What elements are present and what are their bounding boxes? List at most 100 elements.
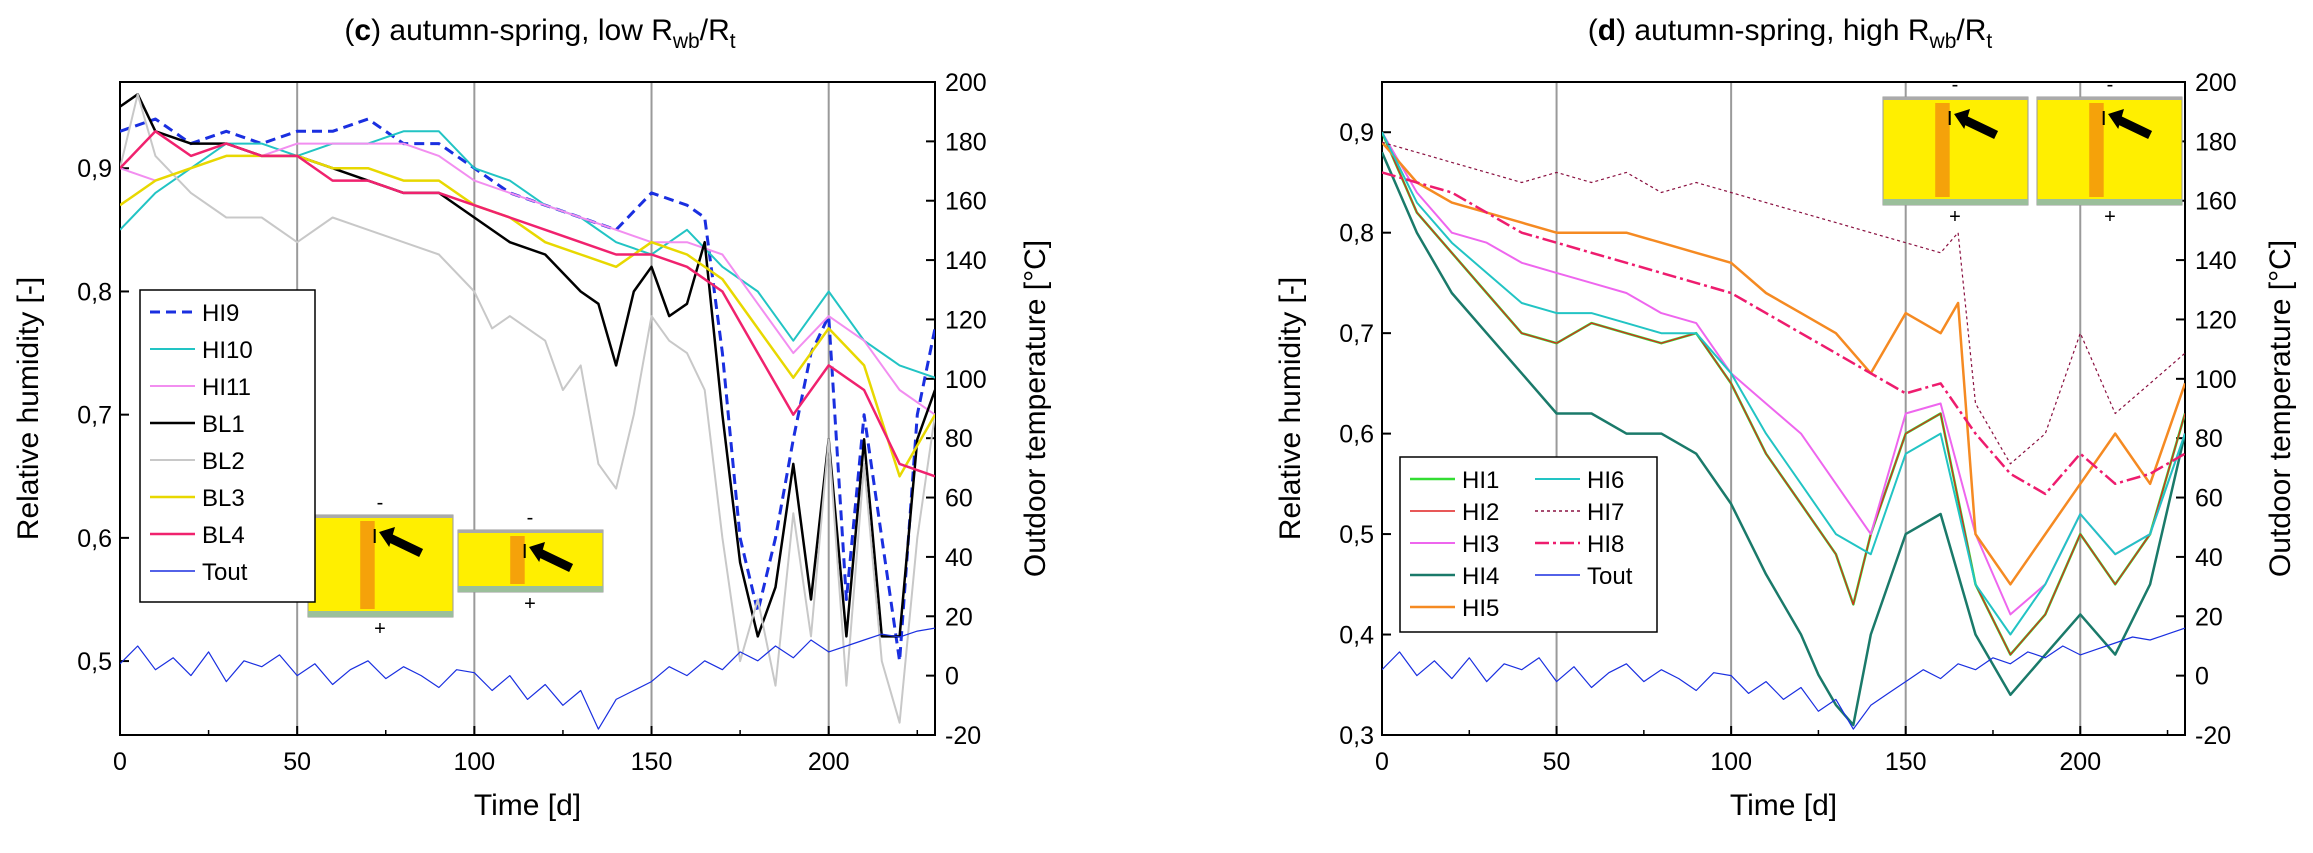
y2-tick-label: 60: [945, 485, 973, 513]
inset-bottom-layer: [1883, 199, 2028, 205]
y-tick-label: 0,6: [1339, 421, 1374, 449]
inset-minus-label: -: [527, 507, 534, 529]
wall-inset-1: -+: [307, 492, 454, 640]
y-tick-label: 0,8: [1339, 220, 1374, 248]
inset-bottom-layer: [2037, 199, 2182, 205]
inset-plus-label: +: [1949, 206, 1961, 228]
y2-tick-label: 0: [2195, 663, 2209, 691]
legend-label-hi8: HI8: [1587, 531, 1624, 558]
legend-label-hi5: HI5: [1462, 595, 1499, 622]
wall-inset-1: -+: [1882, 74, 2029, 228]
x-axis-label: Time [d]: [474, 789, 581, 822]
series-line-bl2: [120, 93, 935, 724]
series-line-tout: [120, 627, 935, 730]
y2-tick-label: 20: [2195, 603, 2223, 631]
inset-plus-label: +: [524, 593, 536, 615]
x-tick-label: 0: [113, 748, 127, 776]
chart-title: (d) autumn-spring, high Rwb/Rt: [1588, 14, 1993, 53]
arrow-head-icon: [379, 527, 395, 547]
inset-top-edge: [308, 515, 453, 518]
chart-panel-c: (c) autumn-spring, low Rwb/Rt 0 50 100 150 20…: [12, 14, 1052, 822]
series-line-hi8: [1382, 171, 2185, 496]
inset-core: [2089, 103, 2104, 197]
inset-bottom-layer: [458, 586, 603, 592]
x-tick-label: 200: [808, 748, 850, 776]
wall-inset-2: -+: [2036, 74, 2183, 228]
x-tick-label: 50: [283, 748, 311, 776]
legend-label-hi9: HI9: [202, 300, 239, 327]
y2-tick-label: 60: [2195, 485, 2223, 513]
y2-tick-label: 40: [945, 544, 973, 572]
y2-tick-label: 20: [945, 603, 973, 631]
series-line-hi4: [1382, 151, 2185, 727]
series-line-bl3: [120, 154, 935, 478]
x-tick-label: 200: [2059, 748, 2101, 776]
y2-tick-label: 40: [2195, 544, 2223, 572]
inset-minus-label: -: [1952, 74, 1959, 96]
x-tick-label: 0: [1375, 748, 1389, 776]
y2-axis-label: Outdoor temperature [°C]: [2264, 240, 2297, 577]
x-tick-label: 100: [1710, 748, 1752, 776]
inset-wall: [1882, 96, 2029, 206]
chart-title: (c) autumn-spring, low Rwb/Rt: [344, 14, 735, 53]
x-tick-label: 50: [1543, 748, 1571, 776]
x-tick-label: 150: [631, 748, 673, 776]
inset-plus-label: +: [2104, 206, 2116, 228]
legend-label-hi1: HI1: [1462, 467, 1499, 494]
legend-label-bl2: BL2: [202, 448, 245, 475]
series-line-tout: [1382, 627, 2185, 730]
y2-tick-label: 180: [2195, 128, 2237, 156]
y-tick-label: 0,6: [77, 525, 112, 553]
inset-core: [510, 536, 525, 584]
inset-top-edge: [458, 530, 603, 533]
series-line-hi9: [120, 117, 935, 663]
legend-label-bl4: BL4: [202, 522, 245, 549]
y2-tick-label: -20: [945, 722, 981, 750]
inset-top-edge: [2037, 97, 2182, 100]
legend: HI9 HI10 HI11 BL1 BL2 BL3 BL4 Tout: [139, 289, 316, 603]
y2-tick-label: 100: [945, 366, 987, 394]
legend: HI1 HI2 HI3 HI4 HI5 HI6 HI7 HI8 Tout: [1399, 456, 1658, 633]
y-tick-label: 0,9: [77, 155, 112, 183]
inset-top-edge: [1883, 97, 2028, 100]
y2-tick-label: 200: [2195, 69, 2237, 97]
y2-tick-label: 120: [2195, 306, 2237, 334]
legend-label-bl3: BL3: [202, 485, 245, 512]
legend-label-hi6: HI6: [1587, 467, 1624, 494]
y2-tick-label: 100: [2195, 366, 2237, 394]
inset-bottom-layer: [308, 611, 453, 617]
y2-tick-label: 140: [945, 247, 987, 275]
y2-tick-label: 160: [2195, 188, 2237, 216]
series-line-hi5: [1382, 141, 2185, 586]
inset-core: [360, 521, 375, 609]
y2-tick-label: -20: [2195, 722, 2231, 750]
inset-core: [1935, 103, 1950, 197]
y-tick-label: 0,9: [1339, 119, 1374, 147]
y2-tick-label: 200: [945, 69, 987, 97]
inset-wall: [457, 529, 604, 593]
y2-tick-label: 120: [945, 306, 987, 334]
y-tick-label: 0,7: [1339, 320, 1374, 348]
series-line-bl4: [120, 130, 935, 478]
y2-tick-label: 140: [2195, 247, 2237, 275]
inset-minus-label: -: [2107, 74, 2114, 96]
arrow-head-icon: [2108, 109, 2124, 129]
arrow-icon: [385, 532, 424, 558]
arrow-icon: [535, 547, 574, 573]
y-tick-label: 0,5: [77, 648, 112, 676]
y2-tick-label: 80: [2195, 425, 2223, 453]
y-tick-label: 0,8: [77, 278, 112, 306]
legend-label-tout: Tout: [202, 559, 248, 586]
y-tick-label: 0,3: [1339, 722, 1374, 750]
arrow-icon: [2114, 114, 2153, 140]
inset-wall: [307, 514, 454, 618]
series-line-hi10: [120, 130, 935, 379]
wall-inset-2: -+: [457, 507, 604, 615]
arrow-head-icon: [529, 542, 545, 562]
series-group: [120, 93, 935, 730]
legend-label-hi2: HI2: [1462, 499, 1499, 526]
y-tick-label: 0,4: [1339, 622, 1374, 650]
x-tick-label: 150: [1885, 748, 1927, 776]
